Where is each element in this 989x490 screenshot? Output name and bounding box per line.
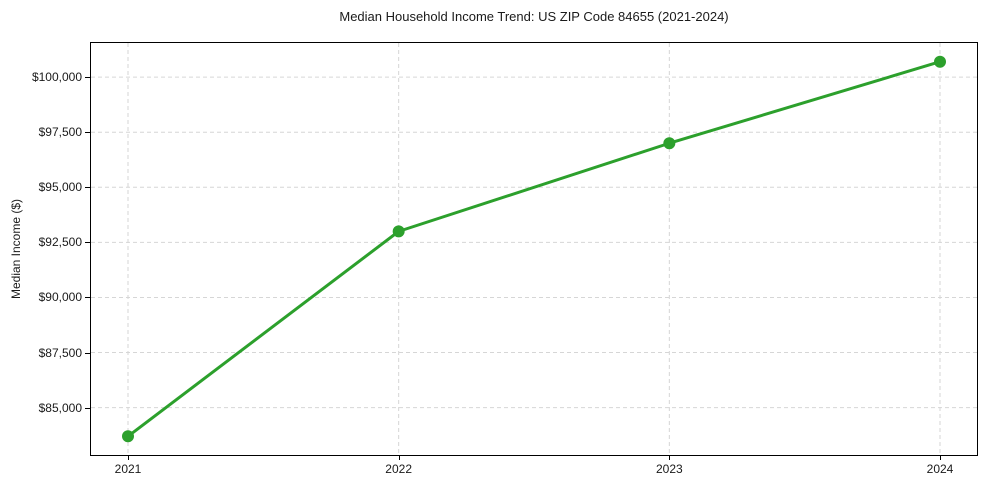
y-tick-label: $95,000 [38,180,82,195]
y-tick-mark [85,132,90,134]
plot-area [90,42,978,456]
x-tick-label: 2022 [385,462,412,476]
chart-title: Median Household Income Trend: US ZIP Co… [339,9,729,24]
y-tick-label: $90,000 [38,290,82,305]
x-tick-mark [669,456,671,460]
line-plot-canvas [91,43,977,455]
y-tick-mark [85,297,90,299]
data-point-marker [392,225,405,238]
trend-line [126,60,942,438]
x-tick-mark [940,456,941,460]
x-tick-mark [128,456,129,460]
data-point-marker [934,55,946,68]
y-tick-label: $85,000 [38,400,82,415]
y-tick-mark [85,242,90,244]
y-tick-mark [85,77,90,79]
y-tick-label: $87,500 [38,345,82,360]
y-tick-label: $92,500 [38,235,82,250]
y-tick-mark [85,187,90,189]
y-tick-mark [85,352,90,354]
y-tick-label: $100,000 [31,70,82,85]
x-tick-label: 2021 [114,462,142,476]
x-tick-mark [398,456,400,460]
data-point-marker [663,137,676,150]
x-tick-label: 2024 [926,462,954,476]
y-tick-label: $97,500 [38,125,82,140]
x-tick-label: 2023 [655,462,683,476]
y-tick-mark [85,407,90,409]
data-point-marker [122,430,134,443]
